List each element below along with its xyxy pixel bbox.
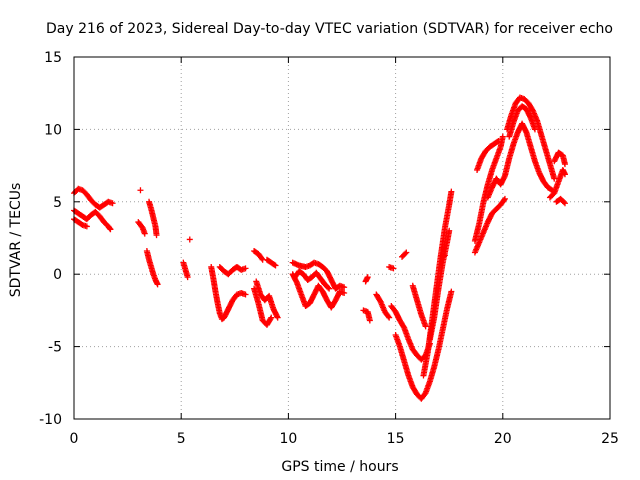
data-point: [272, 262, 279, 269]
data-point: [548, 186, 555, 193]
data-point: [561, 161, 568, 168]
data-point: [495, 137, 502, 144]
plot-frame: [73, 56, 611, 420]
data-point: [561, 200, 568, 207]
data-point: [499, 133, 506, 140]
data-point: [440, 253, 447, 260]
data-point: [141, 230, 148, 237]
data-point: [560, 199, 567, 206]
data-point: [341, 284, 348, 291]
data-point: [501, 197, 508, 204]
data-point: [154, 281, 161, 288]
x-axis-label: GPS time / hours: [281, 459, 398, 475]
axis-ticks: [73, 56, 611, 420]
y-tick-label: -5: [48, 340, 62, 356]
data-point: [325, 284, 332, 291]
data-point: [494, 138, 501, 145]
x-tick-label: 15: [387, 431, 405, 447]
y-tick-labels: -10 -5 0 5 10 15: [39, 50, 62, 428]
data-point: [184, 274, 191, 281]
y-tick-label: 0: [53, 267, 62, 283]
y-tick-label: 15: [44, 50, 62, 66]
data-point: [274, 314, 281, 321]
data-point: [137, 187, 144, 194]
data-point: [106, 225, 113, 232]
data-point: [448, 188, 455, 195]
grid: [74, 57, 610, 419]
x-tick-label: 20: [494, 431, 512, 447]
x-tick-label: 5: [177, 431, 186, 447]
data-point: [529, 106, 536, 113]
x-tick-label: 0: [70, 431, 79, 447]
data-point: [501, 195, 508, 202]
data-point: [267, 315, 274, 322]
y-tick-label: -10: [39, 412, 62, 428]
x-tick-labels: 0 5 10 15 20 25: [70, 431, 619, 447]
data-point: [364, 274, 371, 281]
data-point: [186, 236, 193, 243]
data-point: [386, 314, 393, 321]
data-point: [531, 126, 538, 133]
data-point: [376, 297, 383, 304]
data-point: [390, 265, 397, 272]
x-tick-label: 10: [279, 431, 297, 447]
data-point: [448, 288, 455, 295]
data-point: [326, 285, 333, 292]
data-point: [446, 227, 453, 234]
data-point: [268, 314, 275, 321]
data-point: [153, 232, 160, 239]
data-point: [83, 223, 90, 230]
data-point: [441, 252, 448, 259]
y-axis-label: SDTVAR / TECUs: [8, 183, 24, 298]
data-point: [242, 291, 249, 298]
data-point: [385, 313, 392, 320]
x-tick-label: 25: [601, 431, 619, 447]
data-point: [403, 249, 410, 256]
data-point: [402, 250, 409, 257]
data-point: [422, 323, 429, 330]
series-sdtvar: [71, 94, 568, 402]
data-point: [271, 261, 278, 268]
data-point: [341, 290, 348, 297]
data-point: [551, 175, 558, 182]
data-point: [400, 323, 407, 330]
y-tick-label: 10: [44, 122, 62, 138]
data-point: [561, 171, 568, 178]
data-point: [109, 200, 116, 207]
data-point: [366, 317, 373, 324]
data-point: [258, 255, 265, 262]
data-point: [242, 265, 249, 272]
y-tick-label: 5: [53, 195, 62, 211]
data-point: [107, 226, 114, 233]
chart-title: Day 216 of 2023, Sidereal Day-to-day VTE…: [46, 21, 613, 37]
